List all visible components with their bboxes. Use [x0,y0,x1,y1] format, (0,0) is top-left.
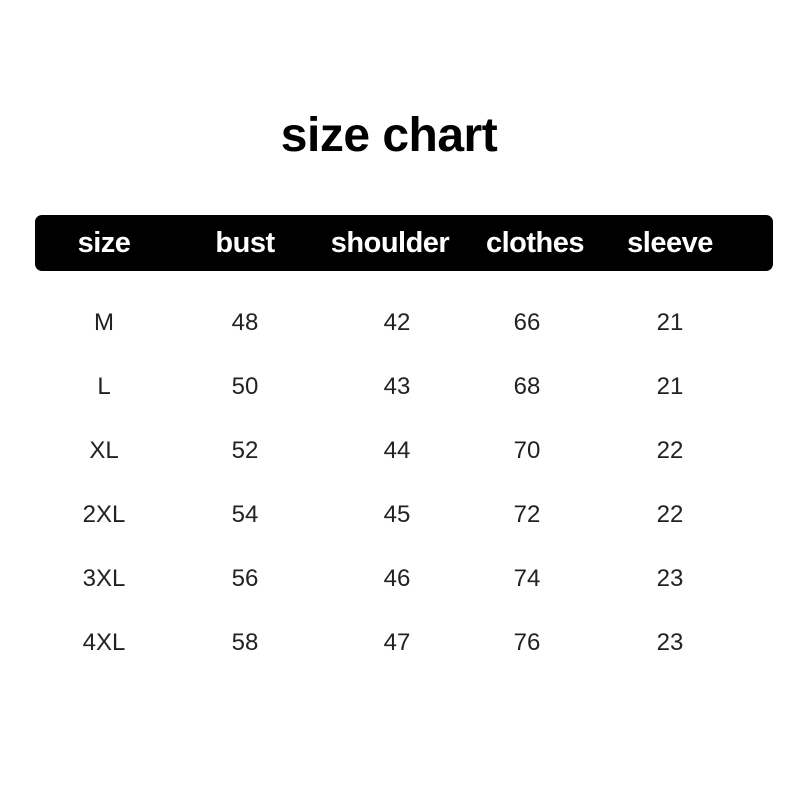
cell-clothes: 66 [513,309,541,336]
cell-shoulder: 42 [383,309,411,336]
cell-size: L [97,373,111,400]
cell-sleeve: 23 [656,565,684,592]
cell-bust: 52 [231,437,259,464]
cell-clothes: 68 [513,373,541,400]
cell-clothes: 72 [513,501,541,528]
page-title: size chart [280,109,498,162]
cell-bust: 58 [231,629,259,656]
column-header-shoulder: shoulder [330,227,450,259]
column-header-size: size [77,227,131,259]
cell-clothes: 74 [513,565,541,592]
cell-bust: 48 [231,309,259,336]
cell-size: XL [89,437,119,464]
column-header-clothes: clothes [485,227,585,259]
cell-sleeve: 21 [656,309,684,336]
cell-shoulder: 45 [383,501,411,528]
cell-shoulder: 47 [383,629,411,656]
cell-sleeve: 23 [656,629,684,656]
cell-bust: 50 [231,373,259,400]
cell-clothes: 76 [513,629,541,656]
cell-bust: 54 [231,501,259,528]
cell-size: 4XL [82,629,126,656]
table-header-bar [35,215,773,271]
cell-sleeve: 22 [656,501,684,528]
cell-clothes: 70 [513,437,541,464]
cell-shoulder: 44 [383,437,411,464]
cell-size: 3XL [82,565,126,592]
cell-shoulder: 43 [383,373,411,400]
cell-bust: 56 [231,565,259,592]
cell-sleeve: 21 [656,373,684,400]
column-header-sleeve: sleeve [627,227,713,259]
cell-shoulder: 46 [383,565,411,592]
cell-size: 2XL [82,501,126,528]
cell-size: M [94,309,114,336]
cell-sleeve: 22 [656,437,684,464]
column-header-bust: bust [215,227,275,259]
